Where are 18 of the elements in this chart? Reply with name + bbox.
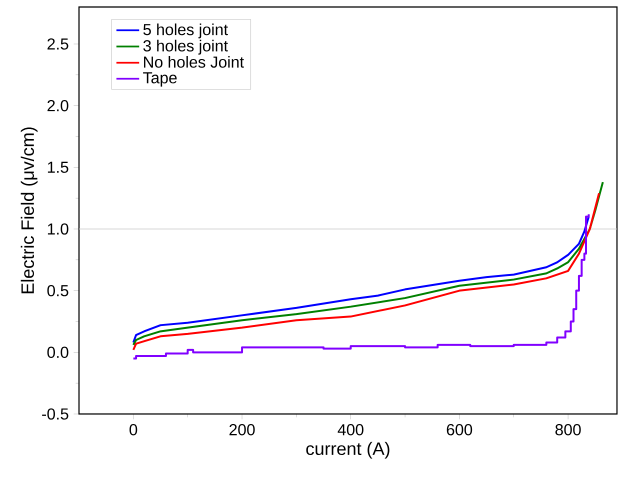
x-axis-title: current (A) bbox=[306, 442, 390, 459]
legend-label: 3 holes joint bbox=[143, 40, 228, 55]
legend-label: No holes Joint bbox=[144, 56, 244, 68]
y-tick-label: 2.0 bbox=[48, 100, 68, 112]
x-tick-label: 200 bbox=[229, 424, 255, 436]
x-tick-label: 800 bbox=[555, 424, 581, 436]
x-tick-label: 600 bbox=[446, 424, 472, 436]
y-tick-label: 0.5 bbox=[47, 285, 68, 296]
x-tick-label: 0 bbox=[130, 424, 138, 436]
y-tick-label: 2.5 bbox=[48, 38, 68, 50]
y-tick-label: 1.5 bbox=[48, 162, 68, 173]
legend-label: Tape bbox=[143, 72, 177, 87]
x-tick-label: 400 bbox=[338, 424, 364, 436]
y-tick-label: 0.0 bbox=[47, 346, 68, 358]
y-tick-label: -0.5 bbox=[42, 408, 68, 420]
y-tick-label: 1.0 bbox=[48, 223, 68, 235]
legend-label: 5 holes joint bbox=[143, 23, 228, 38]
y-axis-title: Electric Field (μv/cm) bbox=[20, 127, 38, 294]
